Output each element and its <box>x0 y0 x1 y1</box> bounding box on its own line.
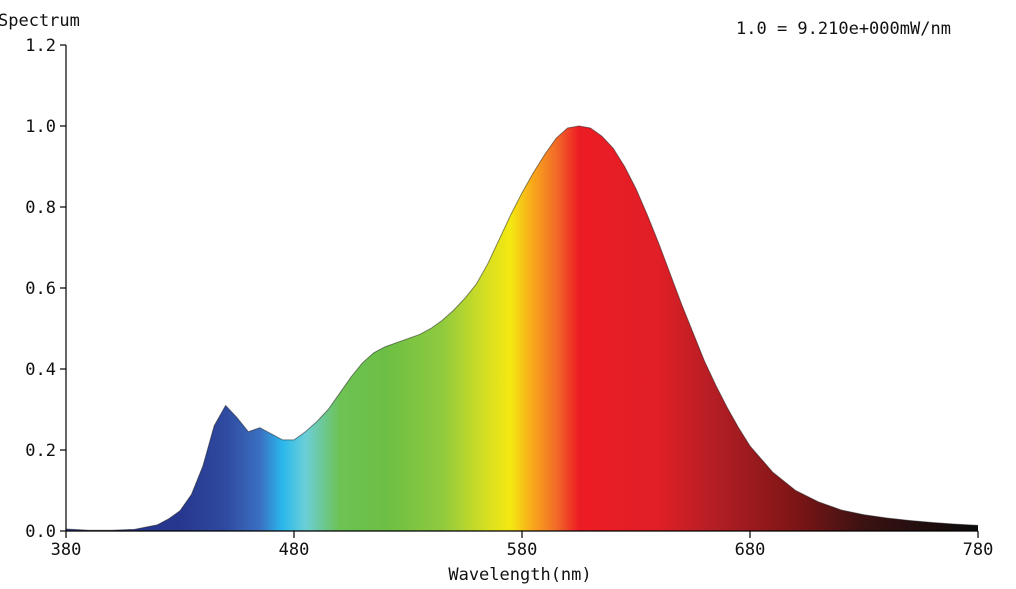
y-tick-label: 1.0 <box>25 117 56 137</box>
x-ticks: 380 480 580 680 780 <box>51 531 994 560</box>
y-ticks: 0.0 0.2 0.4 0.6 0.8 1.0 1.2 <box>25 36 66 542</box>
y-tick-label: 0.0 <box>25 522 56 542</box>
plot-area <box>65 125 979 531</box>
y-tick-label: 0.4 <box>25 360 56 380</box>
spectrum-area <box>66 126 978 531</box>
spectrum-line <box>65 125 979 531</box>
x-tick-label: 780 <box>963 540 994 560</box>
chart-title: Spectrum <box>0 11 80 31</box>
y-tick-label: 0.2 <box>25 441 56 461</box>
x-tick-label: 480 <box>279 540 310 560</box>
x-tick-label: 380 <box>51 540 82 560</box>
y-tick-label: 1.2 <box>25 36 56 56</box>
y-tick-label: 0.6 <box>25 279 56 299</box>
x-tick-label: 680 <box>735 540 766 560</box>
x-tick-label: 580 <box>507 540 538 560</box>
scale-note: 1.0 = 9.210e+000mW/nm <box>736 19 951 39</box>
y-tick-label: 0.8 <box>25 198 56 218</box>
x-axis-label: Wavelength(nm) <box>448 565 591 585</box>
